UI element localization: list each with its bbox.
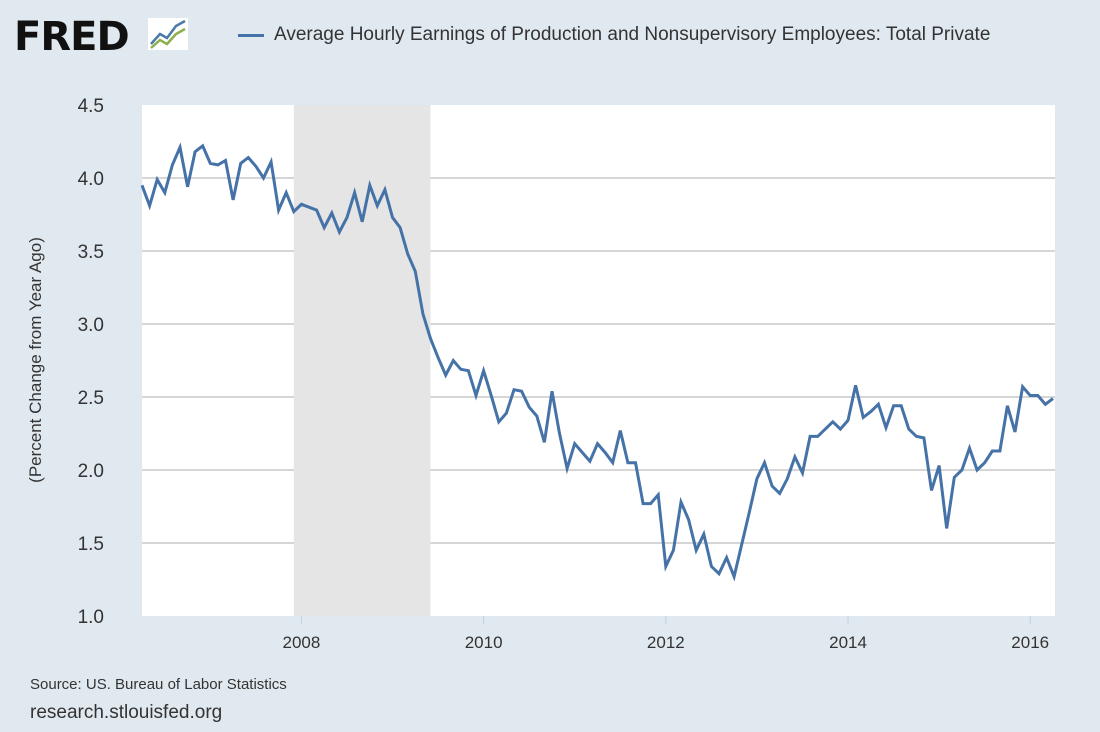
y-tick-label: 3.5 [78, 242, 104, 263]
y-tick-label: 2.0 [78, 461, 104, 482]
y-tick-label: 4.0 [78, 169, 104, 190]
series-line [140, 142, 1054, 582]
fred-logo[interactable]: FRED [14, 14, 130, 60]
plot-area [142, 105, 1055, 616]
source-note: Source: US. Bureau of Labor Statistics [30, 676, 287, 693]
line-chart-icon [148, 18, 188, 50]
x-tick-label: 2016 [1011, 633, 1049, 652]
x-tick-label: 2014 [829, 633, 867, 652]
x-tick-label: 2010 [465, 633, 503, 652]
y-tick-label: 1.0 [78, 607, 104, 628]
recession-shading [293, 105, 431, 616]
legend-swatch [238, 34, 264, 37]
x-tick-label: 2012 [647, 633, 685, 652]
y-axis-label: (Percent Change from Year Ago) [26, 237, 45, 483]
x-tick-label: 2008 [283, 633, 321, 652]
legend-label: Average Hourly Earnings of Production an… [274, 24, 991, 45]
y-tick-label: 4.5 [78, 96, 104, 117]
y-tick-label: 2.5 [78, 388, 104, 409]
y-tick-label: 1.5 [78, 534, 104, 555]
chart-legend: Average Hourly Earnings of Production an… [238, 20, 1038, 49]
y-tick-label: 3.0 [78, 315, 104, 336]
site-link[interactable]: research.stlouisfed.org [30, 702, 223, 723]
